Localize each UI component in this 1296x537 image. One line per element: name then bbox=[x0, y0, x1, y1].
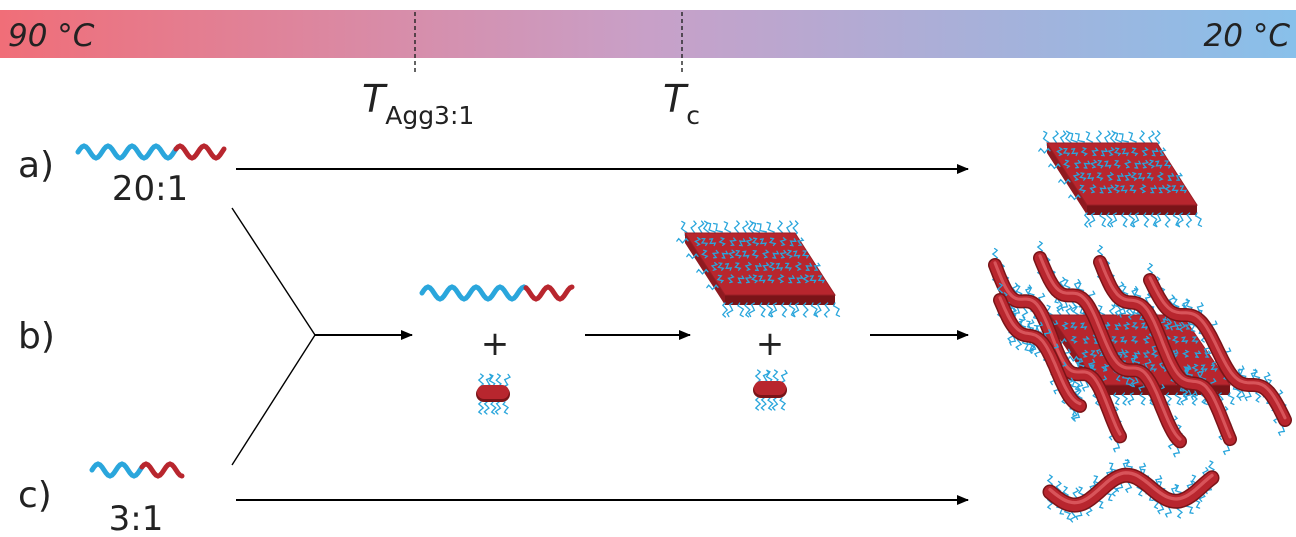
row-a-label: a) bbox=[18, 145, 54, 186]
t-c-label: Tc bbox=[663, 77, 700, 130]
ratio-3-1: 3:1 bbox=[109, 499, 164, 537]
plus-sign-1: + bbox=[481, 324, 510, 364]
t-agg-label: TAgg3:1 bbox=[362, 77, 474, 130]
polymer-chain-20-1-icon bbox=[75, 143, 227, 161]
temp-cold-label: 20 °C bbox=[1204, 18, 1291, 54]
temp-hot-label: 90 °C bbox=[8, 18, 95, 54]
polymer-chain-mixed-icon bbox=[419, 284, 575, 302]
seed-micelle-icon bbox=[753, 369, 788, 411]
platelet-cylinder-hybrid-icon bbox=[988, 240, 1292, 458]
polymer-chain-3-1-icon bbox=[89, 461, 185, 479]
temperature-bar: 90 °C 20 °C TAgg3:1 Tc bbox=[0, 10, 1296, 130]
seed-micelle-icon bbox=[476, 373, 511, 415]
plus-sign-2: + bbox=[756, 324, 785, 364]
merge-line-bottom bbox=[231, 334, 316, 466]
platelet-micelle-intermediate-icon bbox=[676, 220, 841, 318]
platelet-micelle-icon bbox=[1038, 130, 1203, 228]
row-b-label: b) bbox=[18, 316, 55, 357]
merge-line-top bbox=[231, 207, 316, 336]
temperature-gradient bbox=[0, 10, 1296, 58]
ratio-20-1: 20:1 bbox=[112, 169, 188, 209]
row-c-label: c) bbox=[18, 475, 52, 516]
cylinder-micelle-icon bbox=[1042, 458, 1220, 523]
